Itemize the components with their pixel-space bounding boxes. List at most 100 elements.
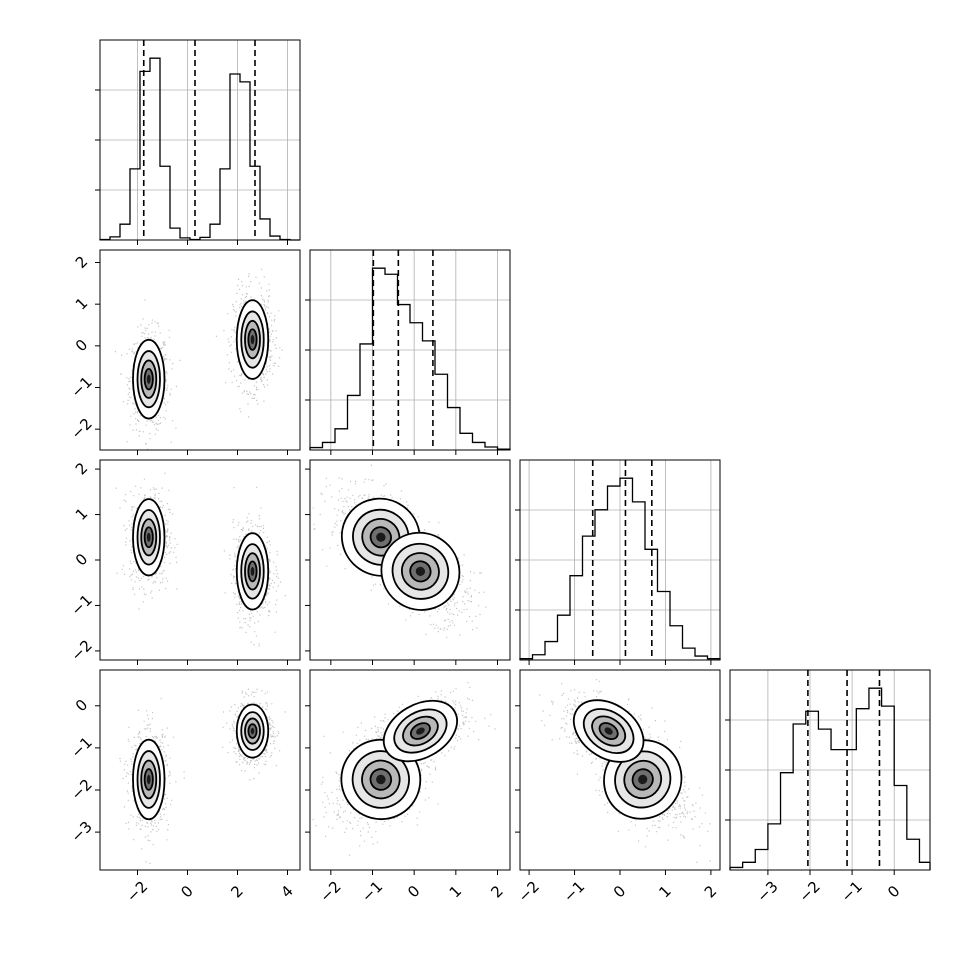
contour-0-3	[143, 526, 154, 549]
density-level-4	[146, 532, 151, 542]
contour-0-1	[136, 750, 161, 809]
contour-0-1	[136, 509, 161, 566]
x-tick-label: 0	[884, 882, 903, 901]
contour-0-2	[140, 518, 158, 557]
contour-0-2	[140, 759, 158, 800]
panel-frame	[99, 249, 301, 451]
panel-frame	[99, 669, 301, 871]
y-tick-label: 1	[72, 504, 91, 523]
x-tick-label: 0	[177, 882, 196, 901]
contour-1-2	[400, 552, 440, 591]
density-level-4	[250, 566, 255, 576]
panel-frame	[729, 669, 931, 871]
y-tick-label: 1	[72, 294, 91, 313]
contour-1-1	[240, 310, 265, 369]
panel-frame	[99, 39, 301, 241]
y-tick-label: 2	[72, 252, 91, 271]
contour-1-1	[393, 708, 448, 754]
contour-0-1	[136, 350, 161, 409]
contour-1-0	[572, 699, 645, 763]
panel-3-2: −2 −1 0 1 2	[515, 669, 721, 906]
density-level-4	[250, 334, 255, 345]
density-level-4	[376, 532, 386, 542]
panel-2-0: −2 −1 0 1 2	[67, 459, 301, 665]
x-tick-label: 1	[446, 882, 465, 901]
y-tick-label: −2	[67, 775, 95, 803]
x-tick-label: 2	[227, 882, 246, 901]
panel-frame	[519, 459, 721, 661]
x-tick-label: 0	[610, 882, 629, 901]
contour-1-1	[582, 708, 635, 754]
x-tick-label: −1	[838, 877, 866, 905]
y-tick-label: 0	[72, 336, 91, 355]
density-level-4	[415, 566, 426, 576]
histogram-0	[99, 57, 300, 241]
panel-frame	[309, 249, 511, 451]
contour-1-1	[240, 543, 265, 600]
panel-2-2	[515, 459, 721, 665]
panel-1-1	[305, 249, 511, 455]
contour-0-1	[351, 750, 410, 809]
histogram-3	[729, 687, 931, 870]
contour-1-1	[240, 711, 265, 751]
x-tick-label: 2	[701, 882, 720, 901]
panel-2-1	[305, 459, 511, 665]
contour-1-3	[247, 560, 258, 583]
contour-0-1	[614, 750, 672, 809]
panel-inner	[114, 268, 283, 450]
panel-inner	[539, 679, 711, 863]
panel-inner	[119, 688, 286, 864]
contour-0-3	[369, 768, 393, 791]
contour-1-2	[244, 717, 261, 745]
x-tick-label: −1	[560, 877, 588, 905]
contour-1-0	[235, 299, 270, 380]
histogram-2	[519, 477, 721, 660]
panel-3-1: −2 −1 0 1 2	[305, 669, 511, 906]
panel-frame	[309, 669, 511, 871]
x-tick-label: −2	[515, 877, 543, 905]
x-tick-label: 4	[277, 882, 296, 901]
contour-1-1	[391, 542, 450, 600]
y-tick-label: −1	[67, 591, 95, 619]
density-level-4	[250, 727, 255, 735]
contour-0-2	[623, 759, 663, 800]
contour-1-2	[591, 715, 627, 747]
x-tick-label: −1	[358, 877, 386, 905]
contour-0-0	[132, 738, 166, 821]
panel-frame	[519, 669, 721, 871]
y-tick-label: −2	[67, 636, 95, 664]
contour-1-3	[598, 722, 619, 741]
panel-3-0: −3 −2 −1 0 −2 0 2 4	[67, 669, 301, 906]
panel-inner	[312, 464, 487, 638]
contour-1-3	[247, 723, 258, 739]
histogram-1	[309, 267, 511, 450]
contour-0-3	[143, 367, 154, 391]
contour-1-3	[409, 722, 431, 740]
contour-1-0	[235, 532, 270, 611]
contour-1-3	[409, 560, 432, 583]
density-level-4	[638, 774, 648, 785]
contour-0-3	[369, 526, 392, 549]
panel-frame	[309, 459, 511, 661]
y-tick-label: 2	[72, 459, 91, 478]
contour-0-2	[361, 759, 401, 800]
x-tick-label: 2	[487, 882, 506, 901]
panel-frame	[99, 459, 301, 661]
panel-3-3: −3 −2 −1 0	[725, 669, 931, 906]
panel-inner	[312, 682, 496, 856]
y-tick-label: −2	[67, 415, 95, 443]
contour-0-3	[631, 768, 654, 791]
panel-inner	[115, 472, 286, 647]
contour-1-2	[402, 715, 439, 747]
contour-1-0	[235, 703, 270, 759]
y-tick-label: −3	[67, 818, 95, 846]
y-tick-label: −1	[67, 733, 95, 761]
contour-1-2	[244, 552, 261, 591]
contour-0-3	[143, 768, 154, 791]
y-tick-label: −1	[67, 373, 95, 401]
panel-1-0: −2 −1 0 1 2	[67, 249, 301, 455]
density-level-4	[416, 727, 425, 735]
contour-1-2	[244, 319, 261, 360]
x-tick-label: −3	[753, 877, 781, 905]
